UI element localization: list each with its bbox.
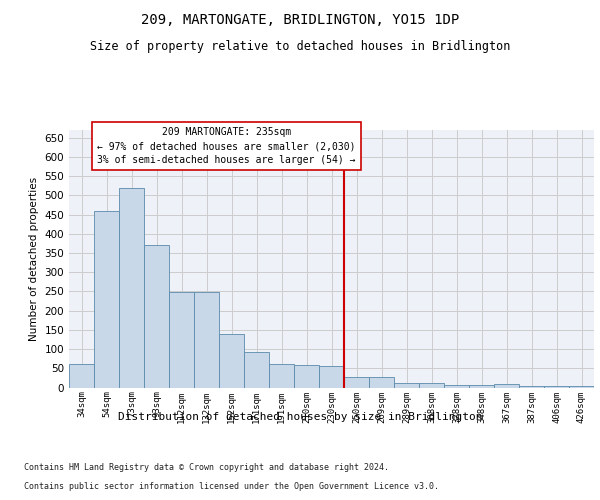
Bar: [94, 212, 119, 388]
Bar: [344, 377, 369, 388]
Bar: [244, 352, 269, 388]
Bar: [369, 377, 394, 388]
Bar: [544, 386, 569, 388]
Text: Contains public sector information licensed under the Open Government Licence v3: Contains public sector information licen…: [24, 482, 439, 491]
Text: Contains HM Land Registry data © Crown copyright and database right 2024.: Contains HM Land Registry data © Crown c…: [24, 464, 389, 472]
Text: Distribution of detached houses by size in Bridlington: Distribution of detached houses by size …: [118, 412, 482, 422]
Bar: [319, 366, 344, 388]
Text: 209, MARTONGATE, BRIDLINGTON, YO15 1DP: 209, MARTONGATE, BRIDLINGTON, YO15 1DP: [141, 12, 459, 26]
Bar: [469, 385, 494, 388]
Bar: [569, 386, 594, 388]
Bar: [269, 364, 294, 388]
Text: 209 MARTONGATE: 235sqm
← 97% of detached houses are smaller (2,030)
3% of semi-d: 209 MARTONGATE: 235sqm ← 97% of detached…: [97, 127, 356, 165]
Bar: [69, 364, 94, 388]
Bar: [194, 292, 219, 388]
Bar: [494, 384, 519, 388]
Y-axis label: Number of detached properties: Number of detached properties: [29, 176, 39, 341]
Bar: [294, 365, 319, 388]
Bar: [419, 383, 444, 388]
Bar: [169, 292, 194, 388]
Bar: [144, 246, 169, 388]
Text: Size of property relative to detached houses in Bridlington: Size of property relative to detached ho…: [90, 40, 510, 53]
Bar: [394, 383, 419, 388]
Bar: [119, 188, 144, 388]
Bar: [444, 385, 469, 388]
Bar: [219, 334, 244, 388]
Bar: [519, 386, 544, 388]
